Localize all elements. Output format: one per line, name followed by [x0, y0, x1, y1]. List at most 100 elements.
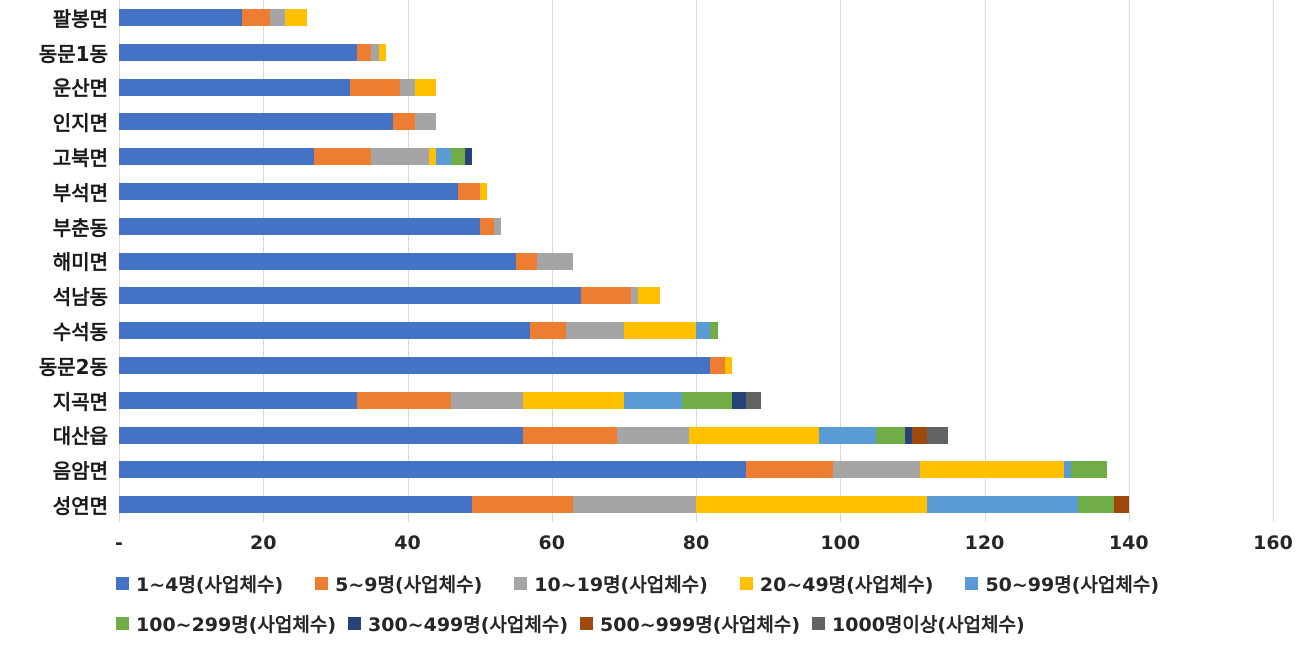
category-label: 수석동 [52, 320, 108, 345]
bar-segment [515, 252, 538, 270]
category-label: 동문1동 [38, 41, 108, 66]
bar-segment [631, 287, 639, 305]
bar-segment [119, 287, 581, 305]
bar-segment [833, 461, 920, 479]
legend-label: 1~4명(사업체수) [136, 574, 284, 596]
x-tick-label: 120 [964, 532, 1005, 554]
category-label: 부춘동 [52, 215, 108, 240]
legend-swatch [348, 617, 362, 630]
bar-segment [623, 391, 682, 409]
legend-label: 20~49명(사업체수) [759, 574, 934, 596]
bar-segment [1078, 496, 1115, 514]
bar-segment [119, 78, 350, 96]
bar-segment [119, 252, 516, 270]
legend-item: 10~19명(사업체수) [514, 570, 708, 597]
bar-segment [912, 426, 927, 444]
x-tick-label: 60 [538, 532, 565, 554]
legend-swatch [812, 617, 826, 630]
bar-segment [580, 287, 632, 305]
category-label: 석남동 [52, 285, 108, 310]
bar-segment [905, 426, 913, 444]
category-label: 성연면 [52, 494, 108, 519]
bar-segment [638, 287, 660, 305]
x-tick-label: 20 [250, 532, 277, 554]
legend-item: 300~499명(사업체수) [348, 610, 568, 637]
bar-segment [616, 426, 689, 444]
bar-segment [573, 496, 696, 514]
bar-segment [270, 8, 285, 26]
legend-label: 500~999명(사업체수) [600, 614, 801, 636]
bar-segment [119, 113, 394, 131]
category-label: 지곡면 [52, 389, 108, 414]
legend-swatch [580, 617, 594, 630]
legend-item: 20~49명(사업체수) [739, 570, 934, 597]
bar-segment [522, 426, 617, 444]
bar-segment [119, 148, 314, 166]
x-tick-label: 40 [394, 532, 421, 554]
bar-segment [357, 391, 451, 409]
category-label: 동문2동 [38, 354, 108, 379]
bar-segment [479, 217, 495, 235]
gridline [1273, 0, 1274, 522]
bar-segment [450, 148, 466, 166]
legend-swatch [965, 577, 979, 590]
bar-segment [119, 461, 747, 479]
bar-segment [119, 391, 357, 409]
bar-segment [119, 426, 523, 444]
bar-segment [710, 322, 718, 340]
category-label: 고북면 [52, 146, 108, 171]
gridline [840, 0, 842, 522]
bar-segment [818, 426, 877, 444]
legend-swatch [315, 577, 329, 590]
bar-segment [429, 148, 437, 166]
bar-segment [313, 148, 372, 166]
bar-segment [349, 78, 401, 96]
bar-segment [371, 148, 430, 166]
bar-segment [119, 356, 711, 374]
legend-label: 5~9명(사업체수) [335, 574, 483, 596]
gridline [696, 0, 697, 522]
category-label: 해미면 [52, 250, 108, 275]
x-tick-label: 160 [1253, 532, 1293, 554]
legend-row-2: 100~299명(사업체수) 300~499명(사업체수) 500~999명(사업체… [116, 610, 1296, 637]
category-label: 부석면 [52, 180, 108, 205]
bar-segment [241, 8, 271, 26]
legend-item: 5~9명(사업체수) [315, 570, 482, 597]
plot-area [119, 0, 1274, 522]
bar-segment [522, 391, 624, 409]
legend-label: 1000명이상(사업체수) [832, 614, 1025, 636]
bar-segment [746, 461, 834, 479]
x-tick-label: 100 [820, 532, 861, 554]
category-label: 운산면 [52, 76, 108, 101]
bar-segment [688, 426, 819, 444]
bar-segment [414, 113, 437, 131]
bar-segment [876, 426, 906, 444]
legend-item: 100~299명(사업체수) [116, 610, 336, 637]
category-label: 음암면 [52, 459, 108, 484]
bar-segment [393, 113, 415, 131]
bar-segment [457, 182, 480, 200]
bar-segment [724, 356, 733, 374]
bar-segment [119, 182, 458, 200]
bar-segment [119, 8, 242, 26]
bar-segment [696, 322, 711, 340]
bar-segment [1114, 496, 1129, 514]
legend-swatch [514, 577, 528, 590]
bar-segment [1071, 461, 1108, 479]
category-label: 인지면 [52, 111, 108, 136]
bar-segment [357, 43, 372, 61]
legend-swatch [116, 617, 129, 630]
legend-label: 100~299명(사업체수) [136, 614, 337, 636]
bar-segment [465, 148, 473, 166]
x-tick-label: 80 [682, 532, 710, 554]
legend-item: 500~999명(사업체수) [580, 610, 800, 637]
bar-segment [681, 391, 733, 409]
bar-segment [566, 322, 624, 340]
legend-item: 50~99명(사업체수) [965, 570, 1159, 597]
bar-segment [623, 322, 696, 340]
bar-segment [414, 78, 437, 96]
legend-row-1: 1~4명(사업체수) 5~9명(사업체수) 10~19명(사업체수) 20~49명(사… [116, 570, 1296, 597]
bar-segment [119, 322, 531, 340]
bar-segment [530, 322, 567, 340]
